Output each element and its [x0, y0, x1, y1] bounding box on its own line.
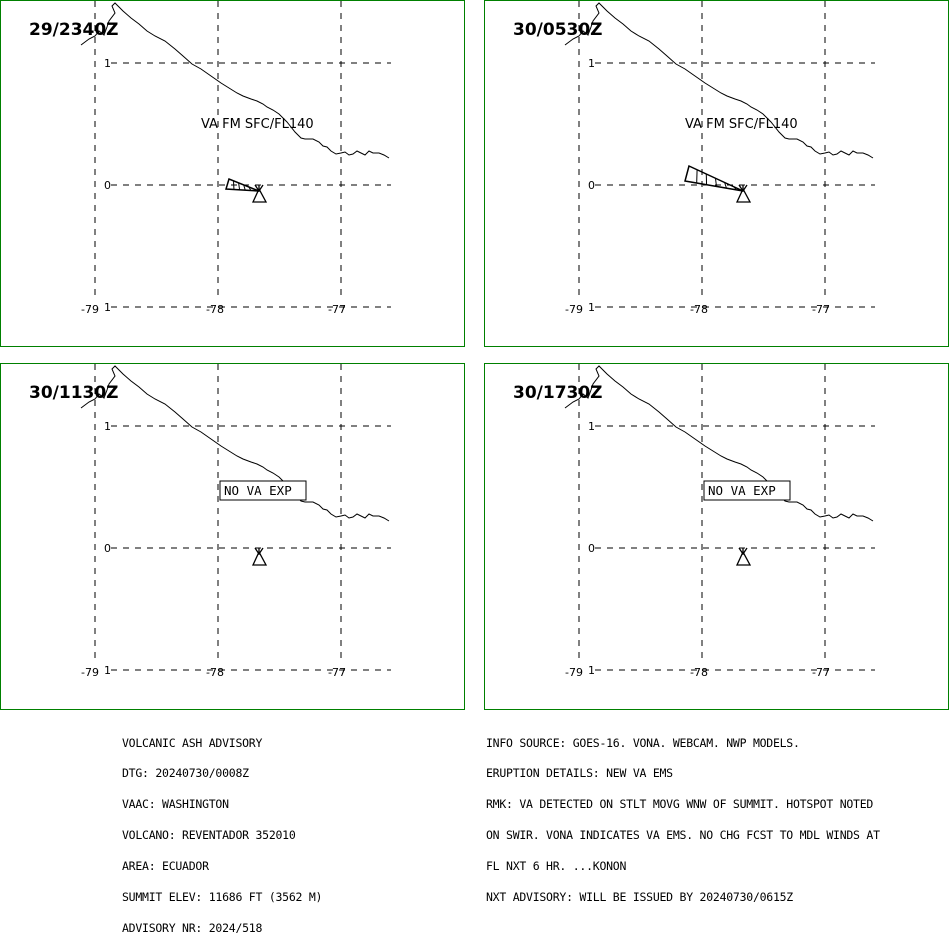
longitude-labels: -79 -78 -77: [81, 666, 346, 679]
advisory-remarks-block: INFO SOURCE: GOES-16. VONA. WEBCAM. NWP …: [486, 717, 880, 913]
forecast-label: VA FM SFC/FL140: [685, 117, 798, 132]
va-height-label: VA FM SFC/FL140: [685, 117, 798, 132]
lat-label-1: 1: [104, 420, 111, 433]
lat-label-0: 0: [104, 542, 111, 555]
coastline: [81, 3, 389, 158]
map-canvas: 30/1130Z 1 0 1 -79 -78 -77 NO VA EXP: [1, 364, 464, 709]
graticule: [95, 364, 391, 670]
map-canvas: 30/0530Z 1 0 1 -79 -78 -77 VA FM SFC/FL1…: [485, 1, 948, 346]
lon-label-79: -79: [81, 666, 99, 679]
valid-time-label: 30/1730Z: [513, 383, 603, 403]
lat-label-1: 1: [104, 57, 111, 70]
latitude-labels: 1 0 1: [588, 420, 595, 677]
advisory-line: DTG: 20240730/0008Z: [122, 768, 322, 778]
advisory-line: VOLCANIC ASH ADVISORY: [122, 738, 322, 748]
lat-label-1: 1: [588, 57, 595, 70]
valid-time-label: 29/2340Z: [29, 20, 119, 40]
va-height-label: VA FM SFC/FL140: [201, 117, 314, 132]
latitude-labels: 1 0 1: [104, 57, 111, 314]
map-panel-3: 30/1130Z 1 0 1 -79 -78 -77 NO VA EXP: [0, 363, 465, 710]
lon-label-79: -79: [565, 303, 583, 316]
longitude-labels: -79 -78 -77: [565, 666, 830, 679]
lon-label-79: -79: [81, 303, 99, 316]
volcano-icon: [253, 185, 266, 202]
advisory-line: AREA: ECUADOR: [122, 861, 322, 871]
advisory-line: ADVISORY NR: 2024/518: [122, 923, 322, 933]
lon-label-77: -77: [328, 303, 346, 316]
lon-label-78: -78: [206, 666, 224, 679]
forecast-label: NO VA EXP: [704, 481, 790, 500]
ash-area: [226, 179, 259, 191]
remarks-line: NXT ADVISORY: WILL BE ISSUED BY 20240730…: [486, 892, 880, 902]
lat-label-minus1: 1: [104, 301, 111, 314]
coastline: [565, 3, 873, 158]
advisory-line: VAAC: WASHINGTON: [122, 799, 322, 809]
advisory-line: VOLCANO: REVENTADOR 352010: [122, 830, 322, 840]
map-panel-1: 29/2340Z 1 0 1 -79 -78 -77 VA FM SFC/FL1…: [0, 0, 465, 347]
lon-label-77: -77: [812, 303, 830, 316]
lon-label-77: -77: [812, 666, 830, 679]
lat-label-minus1: 1: [104, 664, 111, 677]
graticule: [95, 1, 391, 307]
remarks-line: ERUPTION DETAILS: NEW VA EMS: [486, 768, 880, 778]
latitude-labels: 1 0 1: [104, 420, 111, 677]
lat-label-0: 0: [588, 179, 595, 192]
lon-label-78: -78: [690, 303, 708, 316]
no-va-label: NO VA EXP: [708, 483, 776, 498]
lat-label-1: 1: [588, 420, 595, 433]
map-panel-2: 30/0530Z 1 0 1 -79 -78 -77 VA FM SFC/FL1…: [484, 0, 949, 347]
lon-label-79: -79: [565, 666, 583, 679]
remarks-line: ON SWIR. VONA INDICATES VA EMS. NO CHG F…: [486, 830, 880, 840]
ash-area: [685, 166, 743, 191]
lat-label-0: 0: [588, 542, 595, 555]
longitude-labels: -79 -78 -77: [565, 303, 830, 316]
volcano-icon: [253, 548, 266, 565]
latitude-labels: 1 0 1: [588, 57, 595, 314]
graticule: [579, 364, 875, 670]
advisory-line: SUMMIT ELEV: 11686 FT (3562 M): [122, 892, 322, 902]
graticule: [579, 1, 875, 307]
volcano-icon: [737, 185, 750, 202]
map-panel-4: 30/1730Z 1 0 1 -79 -78 -77 NO VA EXP: [484, 363, 949, 710]
remarks-line: INFO SOURCE: GOES-16. VONA. WEBCAM. NWP …: [486, 738, 880, 748]
remarks-line: FL NXT 6 HR. ...KONON: [486, 861, 880, 871]
valid-time-label: 30/1130Z: [29, 383, 119, 403]
lon-label-78: -78: [690, 666, 708, 679]
no-va-label: NO VA EXP: [224, 483, 292, 498]
map-canvas: 30/1730Z 1 0 1 -79 -78 -77 NO VA EXP: [485, 364, 948, 709]
valid-time-label: 30/0530Z: [513, 20, 603, 40]
forecast-label: VA FM SFC/FL140: [201, 117, 314, 132]
lat-label-minus1: 1: [588, 664, 595, 677]
longitude-labels: -79 -78 -77: [81, 303, 346, 316]
lat-label-minus1: 1: [588, 301, 595, 314]
map-canvas: 29/2340Z 1 0 1 -79 -78 -77 VA FM SFC/FL1…: [1, 1, 464, 346]
lon-label-77: -77: [328, 666, 346, 679]
volcano-icon: [737, 548, 750, 565]
lat-label-0: 0: [104, 179, 111, 192]
advisory-header-block: VOLCANIC ASH ADVISORY DTG: 20240730/0008…: [122, 717, 322, 944]
lon-label-78: -78: [206, 303, 224, 316]
remarks-line: RMK: VA DETECTED ON STLT MOVG WNW OF SUM…: [486, 799, 880, 809]
forecast-label: NO VA EXP: [220, 481, 306, 500]
